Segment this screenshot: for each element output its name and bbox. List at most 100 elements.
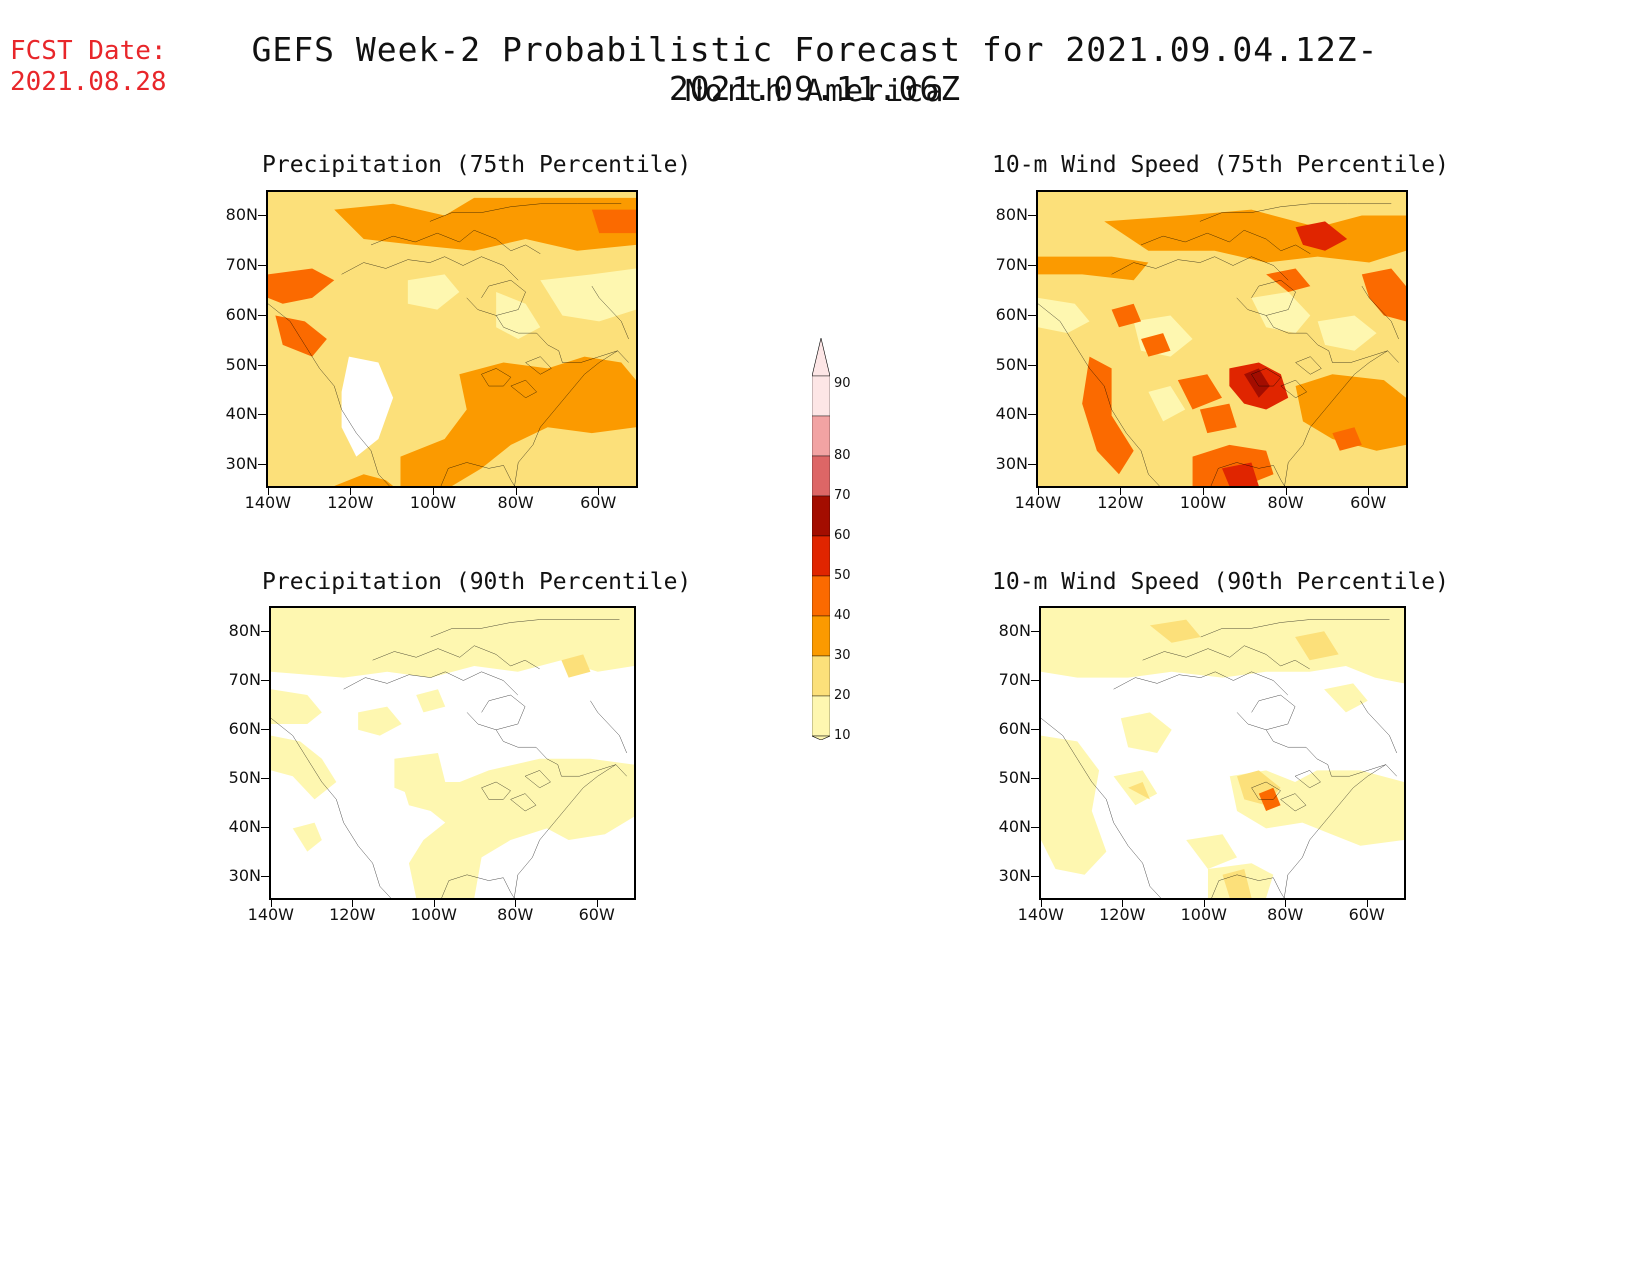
wind90-lakes [1252, 770, 1321, 811]
wind90-lon-tickmark [1040, 900, 1042, 907]
wind75-shade-region-21 [1332, 427, 1362, 451]
precip75-lon-tick-80W: 80W [497, 493, 534, 512]
wind90-lon-tickmark [1366, 900, 1368, 907]
precip90-map-svg [271, 608, 634, 898]
precip90-lon-tickmark [270, 900, 272, 907]
precip75-shade-region-2 [275, 315, 327, 357]
precip90-lat-tickmark [261, 729, 269, 731]
precip75-lon-tick-60W: 60W [580, 493, 617, 512]
wind75-map-svg [1038, 192, 1406, 486]
precip75-lat-tick-60N: 60N [225, 304, 258, 324]
wind90-lon-tick-140W: 140W [1017, 905, 1064, 924]
precip75-lat-tick-40N: 40N [225, 404, 258, 424]
precip90-lon-tick-120W: 120W [329, 905, 376, 924]
precip75-shade-region-1 [268, 268, 335, 304]
precip75-lon-tickmark [433, 488, 435, 495]
panel-title-precip90: Precipitation (90th Percentile) [262, 569, 692, 595]
region-subtitle: North America [684, 74, 946, 109]
colorbar-swatch-50 [812, 535, 830, 577]
panel-title-precip75: Precipitation (75th Percentile) [262, 152, 692, 178]
wind75-shade-region-9 [1177, 374, 1222, 410]
wind75-shade-region-19 [1141, 333, 1171, 357]
wind90-lon-tick-60W: 60W [1348, 905, 1385, 924]
precip75-shade-region-3 [334, 197, 636, 251]
precip90-lon-tickmark [433, 900, 435, 907]
wind75-lon-tick-80W: 80W [1267, 493, 1304, 512]
wind75-lon-tickmark [1037, 488, 1039, 495]
precip75-lat-tick-70N: 70N [225, 255, 258, 275]
wind90-lat-tick-50N: 50N [998, 768, 1031, 788]
wind90-coastline [1041, 620, 1397, 898]
colorbar-label-30: 30 [834, 648, 851, 663]
colorbar-label-90: 90 [834, 376, 851, 391]
wind90-lat-tickmark [1031, 876, 1039, 878]
precip75-shade-region-8 [496, 291, 541, 339]
wind75-lon-tickmark [1285, 488, 1287, 495]
wind75-lat-tick-50N: 50N [995, 354, 1028, 374]
wind75-lon-tick-100W: 100W [1179, 493, 1227, 512]
wind75-lat-tickmark [1028, 265, 1036, 267]
precip75-lon-tickmark [350, 488, 352, 495]
wind75-lon-tick-120W: 120W [1097, 493, 1144, 512]
wind90-shade-region-1 [1041, 608, 1404, 684]
wind75-shade-region-4 [1361, 268, 1406, 322]
wind90-lat-tick-60N: 60N [998, 719, 1031, 739]
precip90-shade-region-6 [401, 758, 634, 898]
wind75-lon-tickmark [1120, 488, 1122, 495]
wind75-shade-region-20 [1199, 403, 1237, 434]
precip75-lat-tickmark [258, 265, 266, 267]
colorbar-swatch-30 [812, 615, 830, 657]
precip90-lat-tick-30N: 30N [228, 866, 261, 886]
wind75-shade-region-17 [1266, 268, 1311, 292]
wind90-lat-tickmark [1031, 680, 1039, 682]
wind75-shade-region-2 [1104, 209, 1406, 263]
precip90-coastline [271, 620, 627, 898]
wind90-lon-tickmark [1122, 900, 1124, 907]
map-wind75 [1036, 190, 1408, 488]
precip75-lat-tickmark [258, 314, 266, 316]
panel-title-wind75: 10-m Wind Speed (75th Percentile) [992, 152, 1449, 178]
precip75-lon-tickmark [515, 488, 517, 495]
wind90-lat-tickmark [1031, 729, 1039, 731]
colorbar-label-70: 70 [834, 488, 851, 503]
wind90-lat-tick-80N: 80N [998, 620, 1031, 640]
precip75-shade-region-9 [540, 268, 636, 322]
colorbar-swatch-90 [812, 375, 830, 417]
panel-title-wind90: 10-m Wind Speed (90th Percentile) [992, 569, 1449, 595]
wind75-lat-tickmark [1028, 414, 1036, 416]
precip90-lon-tick-60W: 60W [578, 905, 615, 924]
precip90-lat-tickmark [261, 876, 269, 878]
wind75-lakes [1251, 357, 1321, 398]
wind75-lat-tick-40N: 40N [995, 404, 1028, 424]
precip90-shade-region-1 [271, 608, 634, 678]
wind75-shade-region-11 [1222, 462, 1259, 486]
wind75-coastline [1038, 204, 1399, 486]
precip90-lon-tickmark [352, 900, 354, 907]
wind75-shade-region-14 [1251, 291, 1311, 334]
precip90-shade-region-3 [271, 735, 337, 800]
wind90-shade-region-13 [1222, 869, 1252, 898]
precip75-lat-tickmark [258, 215, 266, 217]
colorbar-swatch-70 [812, 455, 830, 497]
wind75-shade-region-15 [1317, 315, 1377, 351]
precip75-map-svg [268, 192, 636, 486]
wind90-lat-tick-40N: 40N [998, 817, 1031, 837]
precip75-lat-tickmark [258, 464, 266, 466]
wind90-lon-tickmark [1203, 900, 1205, 907]
precip75-shade-region-7 [341, 356, 394, 457]
wind75-lon-tick-140W: 140W [1014, 493, 1062, 512]
wind75-lon-tickmark [1203, 488, 1205, 495]
wind75-lat-tick-80N: 80N [995, 205, 1028, 225]
wind75-shade-region-8 [1295, 374, 1406, 451]
precip75-shade-region-10 [407, 274, 460, 310]
precip90-lakes [482, 770, 551, 811]
colorbar-swatch-80 [812, 415, 830, 457]
wind90-lat-tick-30N: 30N [998, 866, 1031, 886]
wind75-lat-tick-60N: 60N [995, 304, 1028, 324]
wind90-lon-tick-100W: 100W [1180, 905, 1227, 924]
wind75-lon-tick-60W: 60W [1350, 493, 1387, 512]
colorbar-swatch-20 [812, 655, 830, 697]
precip90-lon-tick-80W: 80W [497, 905, 534, 924]
wind75-shade-region-1 [1038, 256, 1149, 281]
wind90-shade-region-11 [1186, 834, 1238, 869]
